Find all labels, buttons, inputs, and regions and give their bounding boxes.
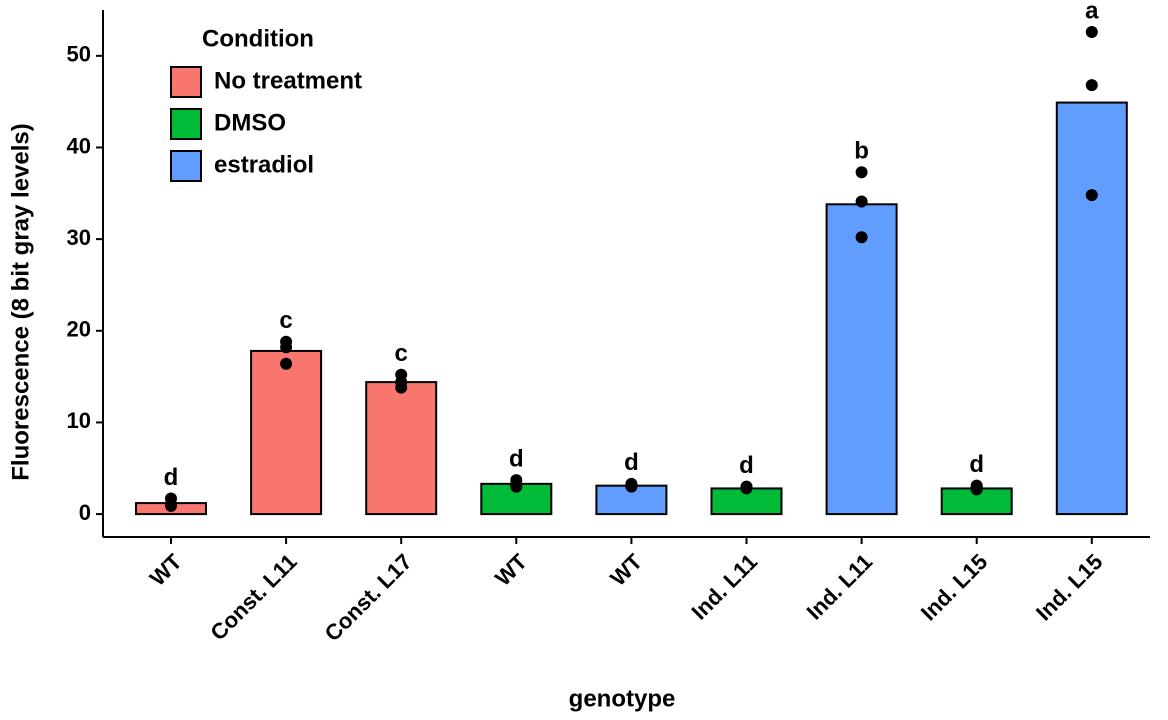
- y-tick-label: 20: [67, 317, 91, 342]
- bar: [480, 482, 553, 516]
- data-point: [1085, 25, 1098, 38]
- y-tick-label: 0: [79, 500, 91, 525]
- significance-letter: c: [279, 307, 292, 334]
- data-point: [165, 499, 177, 512]
- legend-label: No treatment: [214, 67, 362, 94]
- legend-label: estradiol: [214, 151, 314, 178]
- y-tick-label: 50: [67, 42, 91, 67]
- legend-swatch: [170, 150, 202, 182]
- bar: [365, 381, 438, 516]
- data-point: [855, 166, 868, 179]
- x-tick-label: Const. L17: [320, 549, 417, 646]
- x-tick-label: WT: [145, 549, 187, 591]
- significance-letter: b: [854, 138, 869, 165]
- significance-letter: a: [1085, 0, 1099, 24]
- x-tick-label: Ind. L15: [916, 549, 992, 625]
- x-axis-title: genotype: [569, 685, 676, 712]
- bar: [1055, 101, 1128, 516]
- y-tick-label: 30: [67, 225, 91, 250]
- x-tick-label: Const. L11: [205, 549, 301, 645]
- bar: [825, 203, 898, 516]
- significance-letter: d: [739, 452, 754, 479]
- data-point: [395, 381, 408, 394]
- y-tick-label: 40: [67, 133, 91, 158]
- y-axis-title: Fluorescence (8 bit gray levels): [7, 123, 34, 480]
- data-point: [855, 231, 868, 244]
- data-point: [740, 482, 753, 495]
- data-point: [1085, 79, 1098, 92]
- legend-title: Condition: [202, 25, 314, 52]
- data-point: [1085, 189, 1098, 202]
- legend-swatch: [170, 66, 202, 98]
- x-tick-label: Ind. L11: [687, 549, 763, 625]
- data-point: [625, 480, 638, 493]
- significance-letter: d: [969, 451, 984, 478]
- significance-letter: d: [509, 446, 524, 473]
- y-tick-label: 10: [67, 408, 91, 433]
- data-point: [970, 483, 983, 496]
- significance-letter: d: [624, 449, 639, 476]
- data-point: [855, 195, 868, 208]
- data-point: [280, 341, 293, 354]
- data-point: [510, 480, 523, 493]
- legend-swatch: [170, 108, 202, 140]
- x-tick-label: Ind. L15: [1031, 549, 1107, 625]
- significance-letter: d: [164, 464, 179, 491]
- x-tick-label: WT: [490, 549, 532, 591]
- x-tick-label: WT: [605, 549, 647, 591]
- x-tick-label: Ind. L11: [802, 549, 878, 625]
- legend-label: DMSO: [214, 109, 286, 136]
- bar: [250, 349, 323, 516]
- data-point: [280, 357, 293, 370]
- significance-letter: c: [395, 340, 408, 367]
